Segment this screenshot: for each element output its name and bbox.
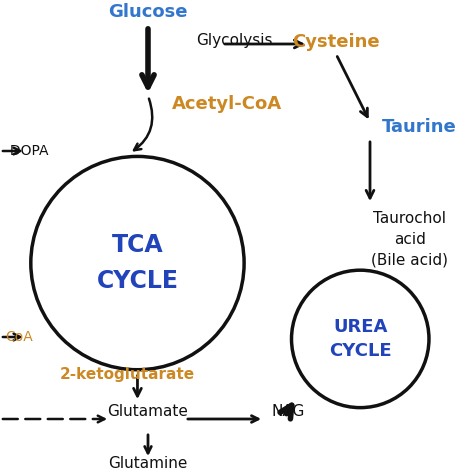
- Text: UREA: UREA: [333, 318, 387, 336]
- Text: TCA: TCA: [112, 233, 163, 257]
- Text: 2-ketoglutarate: 2-ketoglutarate: [60, 366, 195, 382]
- Text: NAG: NAG: [272, 404, 305, 419]
- Text: CYCLE: CYCLE: [97, 269, 178, 293]
- Text: Acetyl-CoA: Acetyl-CoA: [172, 95, 282, 113]
- Text: Taurochol
acid
(Bile acid): Taurochol acid (Bile acid): [372, 210, 448, 267]
- Text: Glycolysis: Glycolysis: [196, 33, 273, 47]
- Text: Glutamine: Glutamine: [109, 456, 188, 472]
- Text: CoA: CoA: [5, 330, 33, 344]
- Text: -DOPA: -DOPA: [5, 144, 48, 158]
- Text: CYCLE: CYCLE: [329, 342, 392, 360]
- Text: Taurine: Taurine: [382, 118, 457, 136]
- Text: Glucose: Glucose: [108, 3, 188, 21]
- Text: Cysteine: Cysteine: [292, 33, 380, 51]
- Text: Glutamate: Glutamate: [108, 404, 189, 419]
